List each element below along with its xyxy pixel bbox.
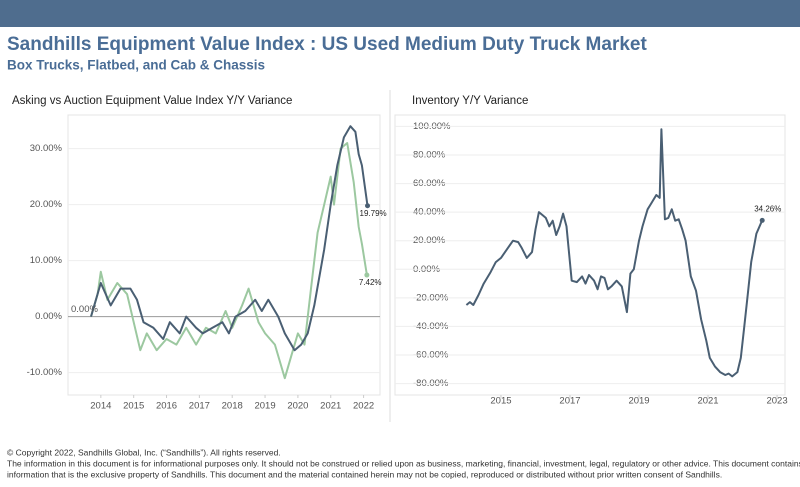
plot-border (67, 114, 381, 396)
footer-line: The information in this document is for … (7, 458, 800, 468)
end-point (759, 217, 765, 223)
x-tick-label: 2017 (189, 401, 210, 412)
x-tick-label: 2021 (320, 401, 341, 412)
x-tick-label: 2014 (90, 401, 111, 412)
data-label: 0.00% (71, 304, 98, 315)
x-tick-label: 2019 (628, 396, 649, 407)
x-tick-label: 2023 (766, 396, 787, 407)
y-tick-label: 0.00% (35, 311, 62, 322)
chart-title: Inventory Y/Y Variance (412, 95, 528, 107)
x-tick-label: 2020 (287, 401, 308, 412)
x-tick-label: 2022 (353, 401, 374, 412)
footer-line: © Copyright 2022, Sandhills Global, Inc.… (7, 447, 281, 457)
y-tick-label: -10.00% (27, 367, 63, 378)
subtitle: Box Trucks, Flatbed, and Cab & Chassis (7, 58, 265, 73)
x-tick-label: 2017 (559, 396, 580, 407)
x-tick-label: 2019 (254, 401, 275, 412)
y-tick-label: 10.00% (30, 255, 63, 266)
data-label: 19.79% (360, 209, 387, 218)
header-band (0, 0, 800, 27)
data-label: 34.26% (754, 204, 781, 213)
series-line (465, 128, 764, 378)
series-line (90, 125, 369, 352)
y-tick-label: 30.00% (30, 143, 63, 154)
end-point (365, 203, 371, 209)
footer-line: information that is the exclusive proper… (7, 469, 722, 479)
y-tick-label: 20.00% (30, 199, 63, 210)
x-tick-label: 2016 (156, 401, 177, 412)
chart-title: Asking vs Auction Equipment Value Index … (12, 95, 292, 107)
x-tick-label: 2021 (697, 396, 718, 407)
x-tick-label: 2015 (490, 396, 511, 407)
x-tick-label: 2018 (222, 401, 243, 412)
x-tick-label: 2015 (123, 401, 144, 412)
plot-border (394, 114, 786, 396)
title: Sandhills Equipment Value Index : US Use… (7, 34, 647, 55)
end-point (364, 272, 370, 278)
data-label: 7.42% (359, 278, 382, 287)
